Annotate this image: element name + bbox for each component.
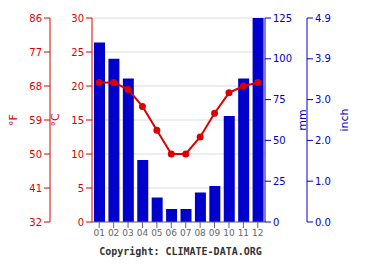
svg-text:25: 25 [71, 47, 84, 58]
svg-text:0.0: 0.0 [315, 217, 331, 228]
svg-text:20: 20 [71, 81, 84, 92]
svg-text:75: 75 [273, 94, 286, 105]
svg-text:68: 68 [29, 81, 42, 92]
svg-text:50: 50 [273, 135, 286, 146]
svg-text:59: 59 [29, 115, 42, 126]
svg-text:86: 86 [29, 13, 42, 24]
svg-text:1.0: 1.0 [315, 176, 331, 187]
svg-text:100: 100 [273, 53, 292, 64]
svg-text:15: 15 [71, 115, 84, 126]
svg-text:50: 50 [29, 149, 42, 160]
svg-text:03: 03 [122, 228, 133, 238]
html-text:Copyright: CLIMATE-DATA.ORG: Copyright: CLIMATE-DATA.ORG [99, 246, 262, 257]
svg-text:°C: °C [49, 113, 62, 127]
svg-text:32: 32 [29, 217, 42, 228]
svg-text:3.9: 3.9 [315, 53, 331, 64]
svg-text:05: 05 [151, 228, 162, 238]
svg-text:04: 04 [137, 228, 149, 238]
svg-text:0: 0 [78, 217, 84, 228]
svg-text:12: 12 [252, 228, 263, 238]
svg-text:5: 5 [78, 183, 84, 194]
svg-text:06: 06 [166, 228, 178, 238]
svg-text:30: 30 [71, 13, 84, 24]
svg-text:mm: mm [296, 109, 309, 130]
svg-text:11: 11 [238, 228, 249, 238]
svg-text:01: 01 [93, 228, 104, 238]
svg-text:2.0: 2.0 [315, 135, 331, 146]
svg-text:3.0: 3.0 [315, 94, 331, 105]
svg-text:4.9: 4.9 [315, 13, 331, 24]
svg-text:07: 07 [180, 228, 191, 238]
svg-text:°F: °F [8, 114, 20, 126]
svg-text:10: 10 [223, 228, 235, 238]
svg-text:41: 41 [29, 183, 42, 194]
svg-text:02: 02 [108, 228, 119, 238]
svg-text:inch: inch [338, 108, 351, 131]
svg-text:125: 125 [273, 13, 292, 24]
svg-text:09: 09 [209, 228, 221, 238]
svg-text:08: 08 [194, 228, 206, 238]
svg-text:77: 77 [29, 47, 42, 58]
svg-text:0: 0 [273, 217, 279, 228]
svg-text:25: 25 [273, 176, 286, 187]
svg-text:10: 10 [71, 149, 84, 160]
